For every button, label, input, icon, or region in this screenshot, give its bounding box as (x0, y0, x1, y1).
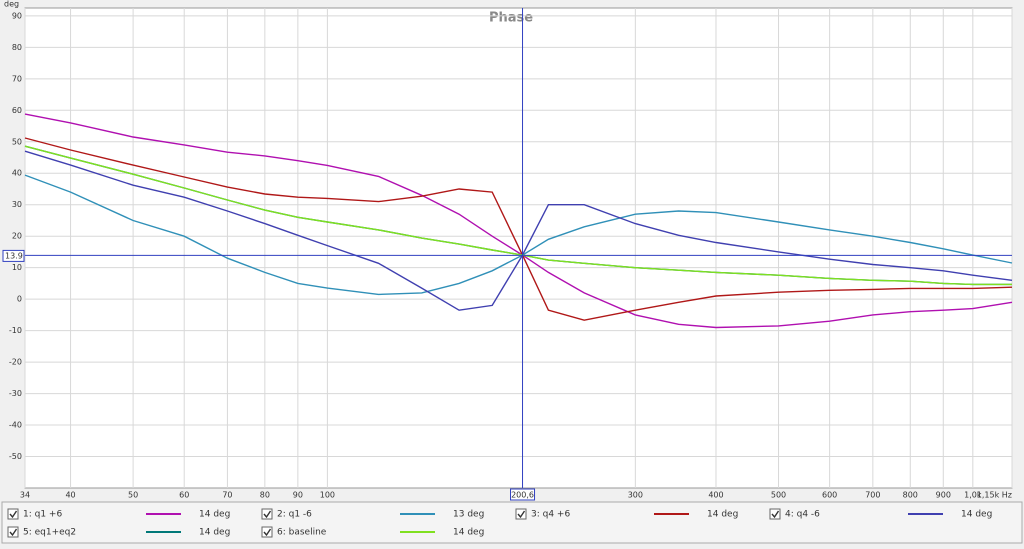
cursor-x-box (510, 488, 536, 501)
legend-check (771, 510, 780, 519)
y-tick-label: 0 (17, 295, 22, 304)
x-tick-label: 600 (822, 491, 837, 500)
x-tick-label: 1,15k Hz (977, 491, 1012, 500)
x-tick-label: 90 (293, 491, 303, 500)
x-tick-label: 800 (903, 491, 918, 500)
legend-value: 13 deg (453, 510, 484, 520)
x-tick-label: 300 (628, 491, 643, 500)
y-tick-label: 30 (12, 200, 22, 209)
y-tick-label: -40 (9, 421, 22, 430)
legend-checkbox[interactable] (7, 508, 19, 520)
y-tick-label: 50 (12, 137, 22, 146)
legend-check (9, 528, 18, 537)
x-tick-label: 60 (179, 491, 189, 500)
legend-check (9, 510, 18, 519)
y-tick-label: 10 (12, 263, 22, 272)
legend-value: 14 deg (199, 528, 230, 538)
cursor-y-box (2, 249, 25, 262)
y-tick-label: -20 (9, 358, 22, 367)
y-tick-label: 80 (12, 43, 22, 52)
legend-label: 2: q1 -6 (277, 510, 312, 520)
legend-value: 14 deg (199, 510, 230, 520)
x-tick-label: 700 (865, 491, 880, 500)
legend-value: 14 deg (707, 510, 738, 520)
legend-label: 6: baseline (277, 528, 327, 538)
legend-check (263, 510, 272, 519)
chart-title: Phase (489, 11, 533, 26)
y-tick-label: -50 (9, 452, 22, 461)
cursor-y-label: 13.9 (5, 251, 23, 260)
legend-label: 4: q4 -6 (785, 510, 820, 520)
x-tick-label: 70 (222, 491, 232, 500)
x-tick-label: 500 (771, 491, 786, 500)
legend-check (517, 510, 526, 519)
legend-checkbox[interactable] (769, 508, 781, 520)
legend-value: 14 deg (453, 528, 484, 538)
legend-check (263, 528, 272, 537)
x-tick-label: 80 (260, 491, 270, 500)
legend-label: 3: q4 +6 (531, 510, 570, 520)
y-tick-label: 20 (12, 232, 22, 241)
y-tick-label: 40 (12, 169, 22, 178)
y-tick-label: 90 (12, 11, 22, 20)
legend-label: 1: q1 +6 (23, 510, 62, 520)
x-tick-label: 50 (128, 491, 138, 500)
legend-label: 5: eq1+eq2 (23, 528, 76, 538)
cursor-x-label: 200,6 (511, 491, 534, 500)
y-unit: deg (4, 0, 19, 9)
legend-value: 14 deg (961, 510, 992, 520)
legend-checkbox[interactable] (261, 508, 273, 520)
x-tick-label: 1,0k (964, 491, 982, 500)
legend-checkbox[interactable] (261, 526, 273, 538)
x-tick-label: 100 (320, 491, 335, 500)
y-tick-label: 60 (12, 106, 22, 115)
x-tick-label: 34 (20, 491, 30, 500)
y-tick-label: -30 (9, 389, 22, 398)
y-tick-label: -10 (9, 326, 22, 335)
x-tick-label: 900 (936, 491, 951, 500)
legend (1, 501, 1023, 544)
x-tick-label: 400 (708, 491, 723, 500)
legend-checkbox[interactable] (515, 508, 527, 520)
y-tick-label: 70 (12, 74, 22, 83)
x-tick-label: 40 (65, 491, 75, 500)
legend-checkbox[interactable] (7, 526, 19, 538)
